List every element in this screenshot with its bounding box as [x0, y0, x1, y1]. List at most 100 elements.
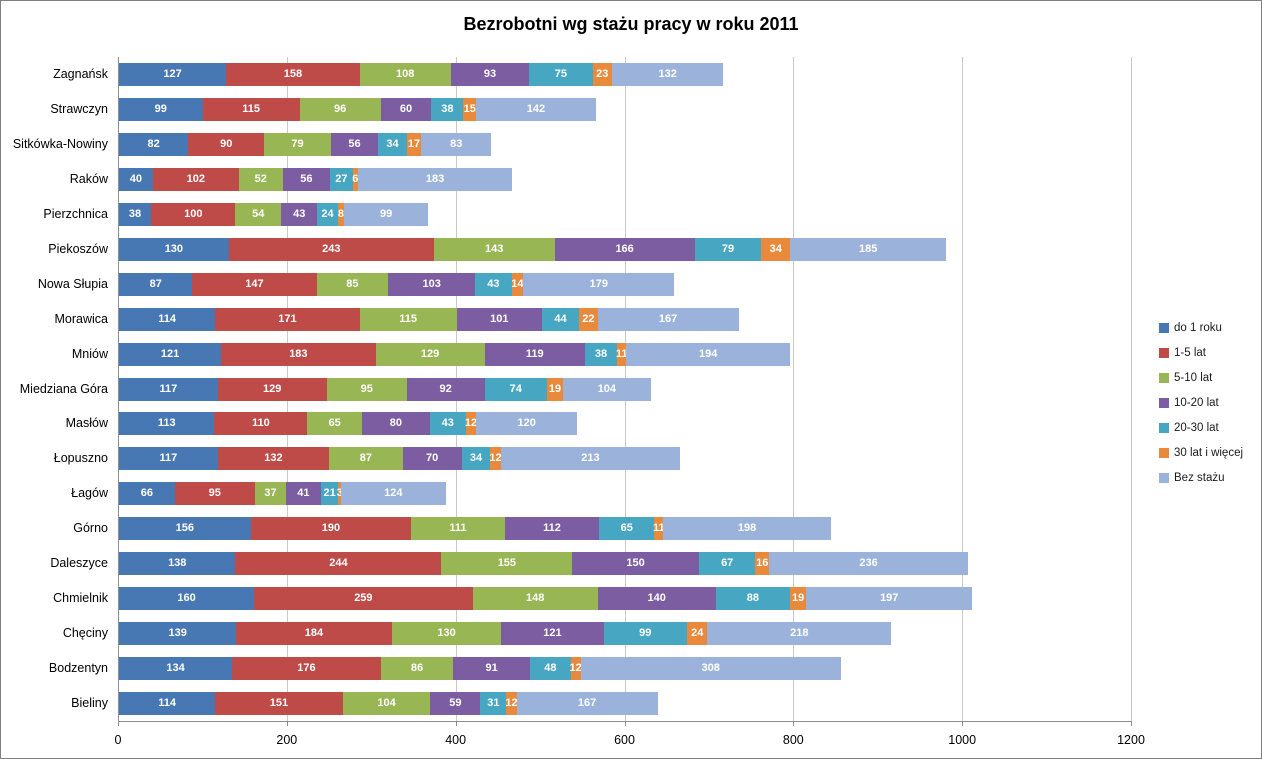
bar-segment[interactable]: 183: [221, 342, 376, 366]
bar-segment[interactable]: 179: [523, 272, 675, 296]
bar-segment[interactable]: 19: [546, 377, 563, 401]
bar-segment[interactable]: 91: [453, 657, 531, 681]
bar-segment[interactable]: 92: [406, 377, 485, 401]
bar-segment[interactable]: 44: [541, 307, 580, 331]
bar-segment[interactable]: 102: [152, 167, 239, 191]
bar-segment[interactable]: 38: [431, 97, 464, 121]
bar-segment[interactable]: 167: [597, 307, 739, 331]
bar-segment[interactable]: 38: [119, 202, 152, 226]
bar-segment[interactable]: 156: [119, 517, 251, 541]
bar-segment[interactable]: 70: [402, 447, 462, 471]
bar-segment[interactable]: 259: [254, 587, 473, 611]
bar-segment[interactable]: 12: [505, 692, 518, 716]
bar-segment[interactable]: 54: [235, 202, 282, 226]
bar-segment[interactable]: 142: [476, 97, 596, 121]
bar-segment[interactable]: 8: [337, 202, 345, 226]
legend-item[interactable]: do 1 roku: [1159, 315, 1243, 340]
bar-segment[interactable]: 37: [254, 482, 287, 506]
bar-segment[interactable]: 16: [755, 552, 769, 576]
bar-segment[interactable]: 88: [715, 587, 791, 611]
bar-segment[interactable]: 190: [250, 517, 412, 541]
bar-segment[interactable]: 117: [119, 447, 218, 471]
bar-segment[interactable]: 17: [406, 132, 422, 156]
bar-segment[interactable]: 194: [626, 342, 791, 366]
bar-segment[interactable]: 134: [119, 657, 233, 681]
bar-segment[interactable]: 12: [570, 657, 582, 681]
bar-segment[interactable]: 6: [352, 167, 358, 191]
bar-segment[interactable]: 95: [174, 482, 255, 506]
bar-segment[interactable]: 38: [584, 342, 618, 366]
bar-segment[interactable]: 140: [597, 587, 716, 611]
bar-segment[interactable]: 27: [330, 167, 353, 191]
bar-segment[interactable]: 80: [362, 412, 430, 436]
bar-segment[interactable]: 124: [340, 482, 446, 506]
bar-segment[interactable]: 43: [475, 272, 512, 296]
bar-segment[interactable]: 104: [562, 377, 651, 401]
legend-item[interactable]: 20-30 lat: [1159, 415, 1243, 440]
bar-segment[interactable]: 114: [119, 692, 216, 716]
bar-segment[interactable]: 148: [472, 587, 598, 611]
bar-segment[interactable]: 67: [698, 552, 756, 576]
bar-segment[interactable]: 56: [330, 132, 379, 156]
bar-segment[interactable]: 12: [465, 412, 477, 436]
bar-segment[interactable]: 139: [119, 622, 237, 646]
bar-segment[interactable]: 114: [119, 307, 216, 331]
bar-segment[interactable]: 23: [592, 62, 612, 86]
bar-segment[interactable]: 93: [450, 62, 530, 86]
bar-segment[interactable]: 121: [501, 622, 604, 646]
bar-segment[interactable]: 129: [375, 342, 485, 366]
bar-segment[interactable]: 24: [687, 622, 708, 646]
bar-segment[interactable]: 138: [119, 552, 236, 576]
bar-segment[interactable]: 120: [476, 412, 578, 436]
bar-segment[interactable]: 308: [580, 657, 841, 681]
bar-segment[interactable]: 127: [119, 62, 227, 86]
bar-segment[interactable]: 43: [281, 202, 318, 226]
legend-item[interactable]: 10-20 lat: [1159, 390, 1243, 415]
bar-segment[interactable]: 85: [316, 272, 389, 296]
bar-segment[interactable]: 104: [342, 692, 431, 716]
bar-segment[interactable]: 83: [421, 132, 492, 156]
bar-segment[interactable]: 151: [215, 692, 343, 716]
bar-segment[interactable]: 24: [317, 202, 338, 226]
bar-segment[interactable]: 236: [768, 552, 969, 576]
bar-segment[interactable]: 87: [119, 272, 193, 296]
bar-segment[interactable]: 74: [484, 377, 547, 401]
bar-segment[interactable]: 130: [391, 622, 502, 646]
bar-segment[interactable]: 198: [663, 517, 831, 541]
bar-segment[interactable]: 117: [119, 377, 218, 401]
bar-segment[interactable]: 48: [530, 657, 571, 681]
bar-segment[interactable]: 31: [480, 692, 507, 716]
bar-segment[interactable]: 34: [761, 237, 791, 261]
bar-segment[interactable]: 3: [337, 482, 343, 506]
bar-segment[interactable]: 21: [320, 482, 339, 506]
bar-segment[interactable]: 113: [119, 412, 215, 436]
bar-segment[interactable]: 34: [378, 132, 407, 156]
bar-segment[interactable]: 96: [299, 97, 381, 121]
bar-segment[interactable]: 243: [228, 237, 434, 261]
bar-segment[interactable]: 155: [441, 552, 573, 576]
bar-segment[interactable]: 65: [599, 517, 655, 541]
bar-segment[interactable]: 183: [357, 167, 513, 191]
legend-item[interactable]: 30 lat i więcej: [1159, 440, 1243, 465]
bar-segment[interactable]: 158: [226, 62, 360, 86]
bar-segment[interactable]: 90: [188, 132, 265, 156]
bar-segment[interactable]: 213: [500, 447, 681, 471]
bar-segment[interactable]: 86: [380, 657, 454, 681]
bar-segment[interactable]: 101: [456, 307, 542, 331]
bar-segment[interactable]: 132: [611, 62, 724, 86]
bar-segment[interactable]: 103: [388, 272, 476, 296]
bar-segment[interactable]: 184: [236, 622, 392, 646]
bar-segment[interactable]: 60: [380, 97, 432, 121]
bar-segment[interactable]: 218: [707, 622, 892, 646]
bar-segment[interactable]: 65: [307, 412, 363, 436]
bar-segment[interactable]: 43: [429, 412, 466, 436]
legend-item[interactable]: Bez stażu: [1159, 465, 1243, 490]
bar-segment[interactable]: 167: [516, 692, 658, 716]
bar-segment[interactable]: 115: [202, 97, 300, 121]
bar-segment[interactable]: 34: [461, 447, 491, 471]
bar-segment[interactable]: 87: [329, 447, 403, 471]
bar-segment[interactable]: 19: [790, 587, 807, 611]
bar-segment[interactable]: 22: [579, 307, 598, 331]
bar-segment[interactable]: 56: [282, 167, 331, 191]
bar-segment[interactable]: 99: [603, 622, 688, 646]
